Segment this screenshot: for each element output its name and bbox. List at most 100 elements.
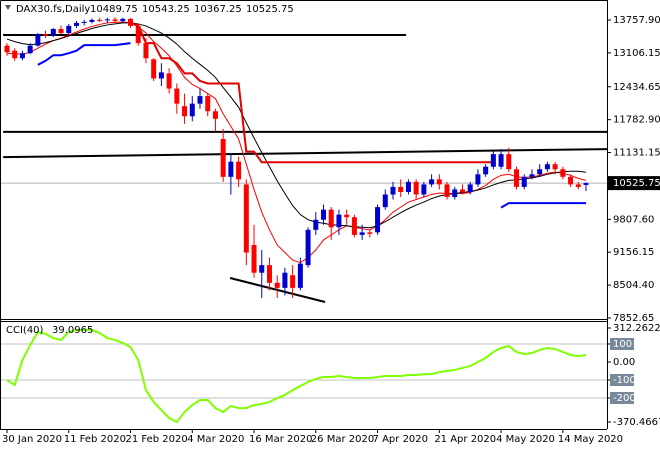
level-label-box	[610, 374, 634, 387]
candle-body	[143, 43, 149, 59]
candle-body	[498, 154, 504, 167]
candle-body	[158, 72, 164, 79]
x-tick-label: 14 May 2020	[558, 434, 623, 445]
y-tick-label: 100	[613, 339, 632, 350]
candle-body	[382, 194, 388, 208]
candle-body	[205, 96, 211, 112]
candle-body	[529, 174, 535, 177]
x-tick-label: 26 Mar 2020	[311, 434, 374, 445]
candle-body	[120, 18, 126, 21]
candle-body	[112, 19, 118, 21]
candle-body	[575, 184, 581, 187]
header: DAX30.fs,Daily 10489.75 10543.25 10367.2…	[6, 4, 294, 336]
candle-body	[35, 34, 41, 46]
candle-body	[521, 176, 527, 187]
candle-body	[452, 189, 458, 198]
candle-body	[544, 164, 550, 170]
x-tick-label: 11 Feb 2020	[64, 434, 126, 445]
candle-body	[390, 186, 396, 195]
candle-body	[583, 183, 589, 185]
header-close: 10525.75	[246, 4, 294, 15]
candle-body	[73, 22, 79, 26]
candle-body	[336, 214, 342, 228]
header-icon	[5, 5, 11, 10]
indicator-line	[37, 42, 131, 66]
candle-body	[81, 21, 87, 23]
candle-body	[236, 161, 242, 180]
candle-body	[568, 176, 574, 185]
cci-title: CCI(40)	[6, 325, 44, 336]
cci-value: 39.0965	[52, 325, 93, 336]
x-tick-label: 4 May 2020	[496, 434, 555, 445]
x-tick-label: 30 Jan 2020	[2, 434, 62, 445]
y-tick-label: 13757.90	[613, 15, 660, 26]
candle-body	[58, 28, 64, 34]
candle-body	[321, 209, 327, 220]
candle-body	[506, 154, 512, 170]
candle-body	[259, 265, 265, 273]
y-tick-label: 9807.60	[613, 214, 654, 225]
candle-body	[344, 214, 350, 218]
candle-body	[89, 19, 95, 22]
cci-line	[6, 328, 587, 424]
y-tick-label: -200	[613, 393, 636, 404]
candle-body	[305, 229, 311, 266]
candle-body	[351, 217, 357, 235]
candle-body	[135, 25, 141, 44]
candle-body	[297, 263, 303, 288]
candle-body	[228, 161, 234, 177]
candle-body	[359, 232, 365, 235]
candle-body	[266, 265, 272, 283]
current-price-label: 10525.75	[613, 178, 660, 189]
header-low: 10367.25	[194, 4, 242, 15]
candle-body	[413, 181, 419, 195]
candle-body	[421, 184, 427, 195]
y-tick-label: 11131.15	[613, 148, 660, 159]
candle-body	[282, 272, 288, 288]
candle-body	[328, 209, 334, 228]
y-tick-label: 12434.65	[613, 82, 660, 93]
cci-panel	[0, 328, 607, 424]
candle-body	[560, 169, 566, 177]
candle-body	[290, 275, 296, 288]
candle-body	[4, 45, 10, 53]
candle-body	[212, 111, 218, 119]
candle-body	[166, 73, 172, 89]
candle-body	[220, 138, 226, 177]
x-tick-label: 7 Apr 2020	[373, 434, 428, 445]
candle-body	[274, 282, 280, 288]
candle-body	[104, 19, 110, 21]
indicator-line	[130, 21, 494, 164]
y-tick-label: 13106.15	[613, 48, 660, 59]
x-tick-label: 4 Mar 2020	[187, 434, 244, 445]
drawn-line	[3, 148, 607, 159]
candle-body	[128, 18, 134, 26]
candle-body	[313, 219, 319, 230]
header-high: 10543.25	[142, 4, 190, 15]
candle-body	[467, 184, 473, 192]
candle-body	[483, 166, 489, 175]
candle-body	[367, 232, 373, 234]
candle-body	[50, 28, 56, 36]
x-tick-label: 21 Feb 2020	[126, 434, 188, 445]
y-tick-label: 8504.40	[613, 280, 654, 291]
candle-body	[405, 181, 411, 192]
level-label-box	[610, 392, 634, 405]
current-price-box	[608, 176, 660, 191]
candle-body	[251, 244, 257, 273]
candle-body	[197, 96, 203, 104]
candle-body	[436, 179, 442, 185]
y-tick-label: 312.2622	[613, 323, 660, 334]
indicator-line	[6, 21, 587, 264]
indicator-line	[500, 202, 586, 209]
candle-body	[459, 189, 465, 192]
header-open: 10489.75	[90, 4, 138, 15]
indicator-line	[6, 22, 587, 229]
candle-body	[66, 25, 72, 34]
candle-body	[514, 169, 520, 187]
candle-body	[97, 19, 103, 21]
y-tick-label: 7852.65	[613, 313, 654, 324]
candle-body	[19, 53, 25, 59]
candle-body	[243, 184, 249, 253]
